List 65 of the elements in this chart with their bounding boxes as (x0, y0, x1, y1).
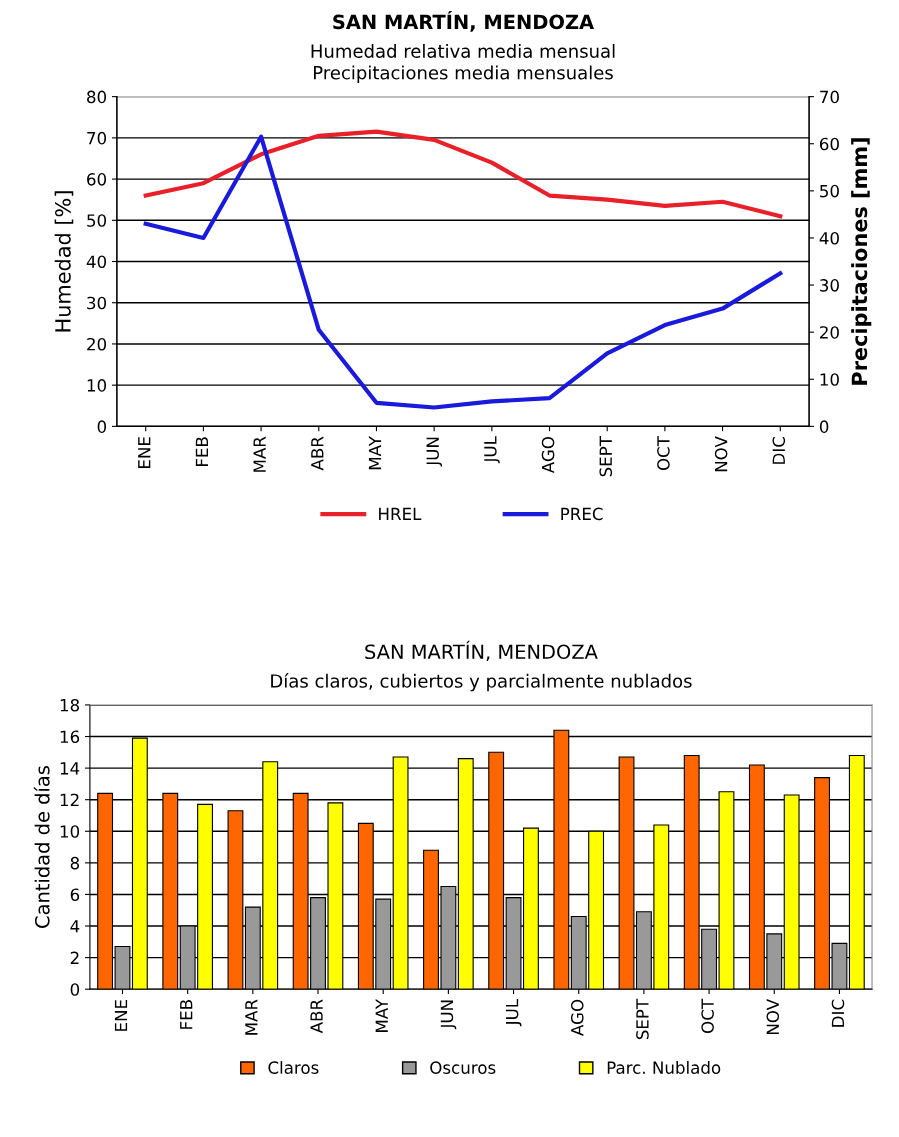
y-tick-label: 0 (70, 983, 80, 996)
y-tick-label: 0 (97, 420, 107, 433)
x-tick-label: AGO (570, 999, 584, 1036)
y2-tick-label: 30 (820, 279, 839, 292)
y2-tick-label: 70 (820, 90, 839, 104)
chart-subtitle: Días claros, cubiertos y parcialmente nublados (271, 673, 692, 692)
x-tick-label: FEB (195, 437, 208, 467)
legend-label: Oscuros (430, 1061, 496, 1074)
y-tick-label: 2 (70, 951, 79, 964)
y2-tick-label: 20 (820, 326, 839, 339)
x-tick-label: MAR (253, 436, 266, 472)
x-tick-label: ENE (114, 999, 128, 1031)
x-tick-label: MAR (245, 999, 258, 1035)
x-tick-label: ABR (310, 999, 323, 1034)
line-series (143, 129, 783, 219)
y-tick-label: 10 (87, 379, 107, 392)
y-tick-label: 80 (87, 90, 107, 104)
x-tick-label: FEB (180, 1000, 193, 1029)
y2-tick-label: 50 (820, 184, 839, 198)
y2-tick-label: 40 (819, 231, 839, 245)
y-axis-title: Humedad [%] (54, 191, 74, 332)
legend-label: Parc. Nublado (607, 1061, 721, 1074)
y-tick-label: 14 (60, 762, 80, 775)
x-tick-label: SEPT (599, 436, 613, 477)
y-tick-label: 6 (70, 888, 80, 902)
chart-subtitle: Humedad relativa media mensual Precipitaciones media mensuales (311, 43, 615, 83)
x-tick-label: OCT (701, 998, 714, 1033)
x-tick-label: SEPT (636, 998, 649, 1040)
y-axis-title: Cantidad de días (33, 766, 50, 928)
y-tick-label: 20 (87, 337, 107, 351)
y2-axis-title: Precipitaciones [mm] (851, 138, 872, 385)
y-tick-label: 4 (70, 920, 80, 933)
chart-title: SAN MARTÍN, MENDOZA (333, 10, 595, 32)
y-tick-label: 16 (60, 730, 80, 744)
x-tick-label: JUN (440, 1000, 457, 1030)
x-tick-label: JUL (506, 999, 522, 1027)
y2-tick-label: 60 (819, 137, 839, 151)
y-tick-label: 70 (87, 131, 107, 145)
x-tick-label: MAY (368, 436, 382, 470)
line-series (143, 134, 783, 410)
x-tick-label: ENE (138, 437, 151, 468)
x-tick-label: MAY (375, 998, 388, 1032)
x-tick-label: DIC (772, 437, 786, 464)
x-tick-label: JUL (484, 436, 500, 464)
y-tick-label: 30 (87, 296, 107, 310)
y-tick-label: 12 (60, 793, 79, 807)
legend-label: HREL (379, 507, 422, 520)
x-tick-label: ABR (311, 436, 324, 471)
legend-label: Claros (268, 1061, 319, 1074)
x-tick-label: DIC (831, 999, 845, 1027)
y-tick-label: 40 (86, 255, 107, 269)
y-tick-label: 18 (60, 698, 80, 712)
x-tick-label: NOV (714, 436, 728, 472)
y-tick-label: 60 (87, 173, 107, 186)
y-tick-label: 50 (87, 214, 107, 227)
y2-tick-label: 0 (819, 420, 829, 433)
y-tick-label: 8 (70, 856, 80, 870)
x-tick-label: NOV (766, 999, 780, 1034)
x-tick-label: JUN (426, 437, 443, 467)
chart-title: SAN MARTÍN, MENDOZA (365, 640, 598, 662)
legend-label: PREC (561, 507, 603, 521)
x-tick-label: AGO (541, 437, 555, 474)
x-tick-label: OCT (657, 436, 670, 471)
y2-tick-label: 10 (820, 373, 839, 386)
y-tick-label: 10 (60, 825, 80, 838)
